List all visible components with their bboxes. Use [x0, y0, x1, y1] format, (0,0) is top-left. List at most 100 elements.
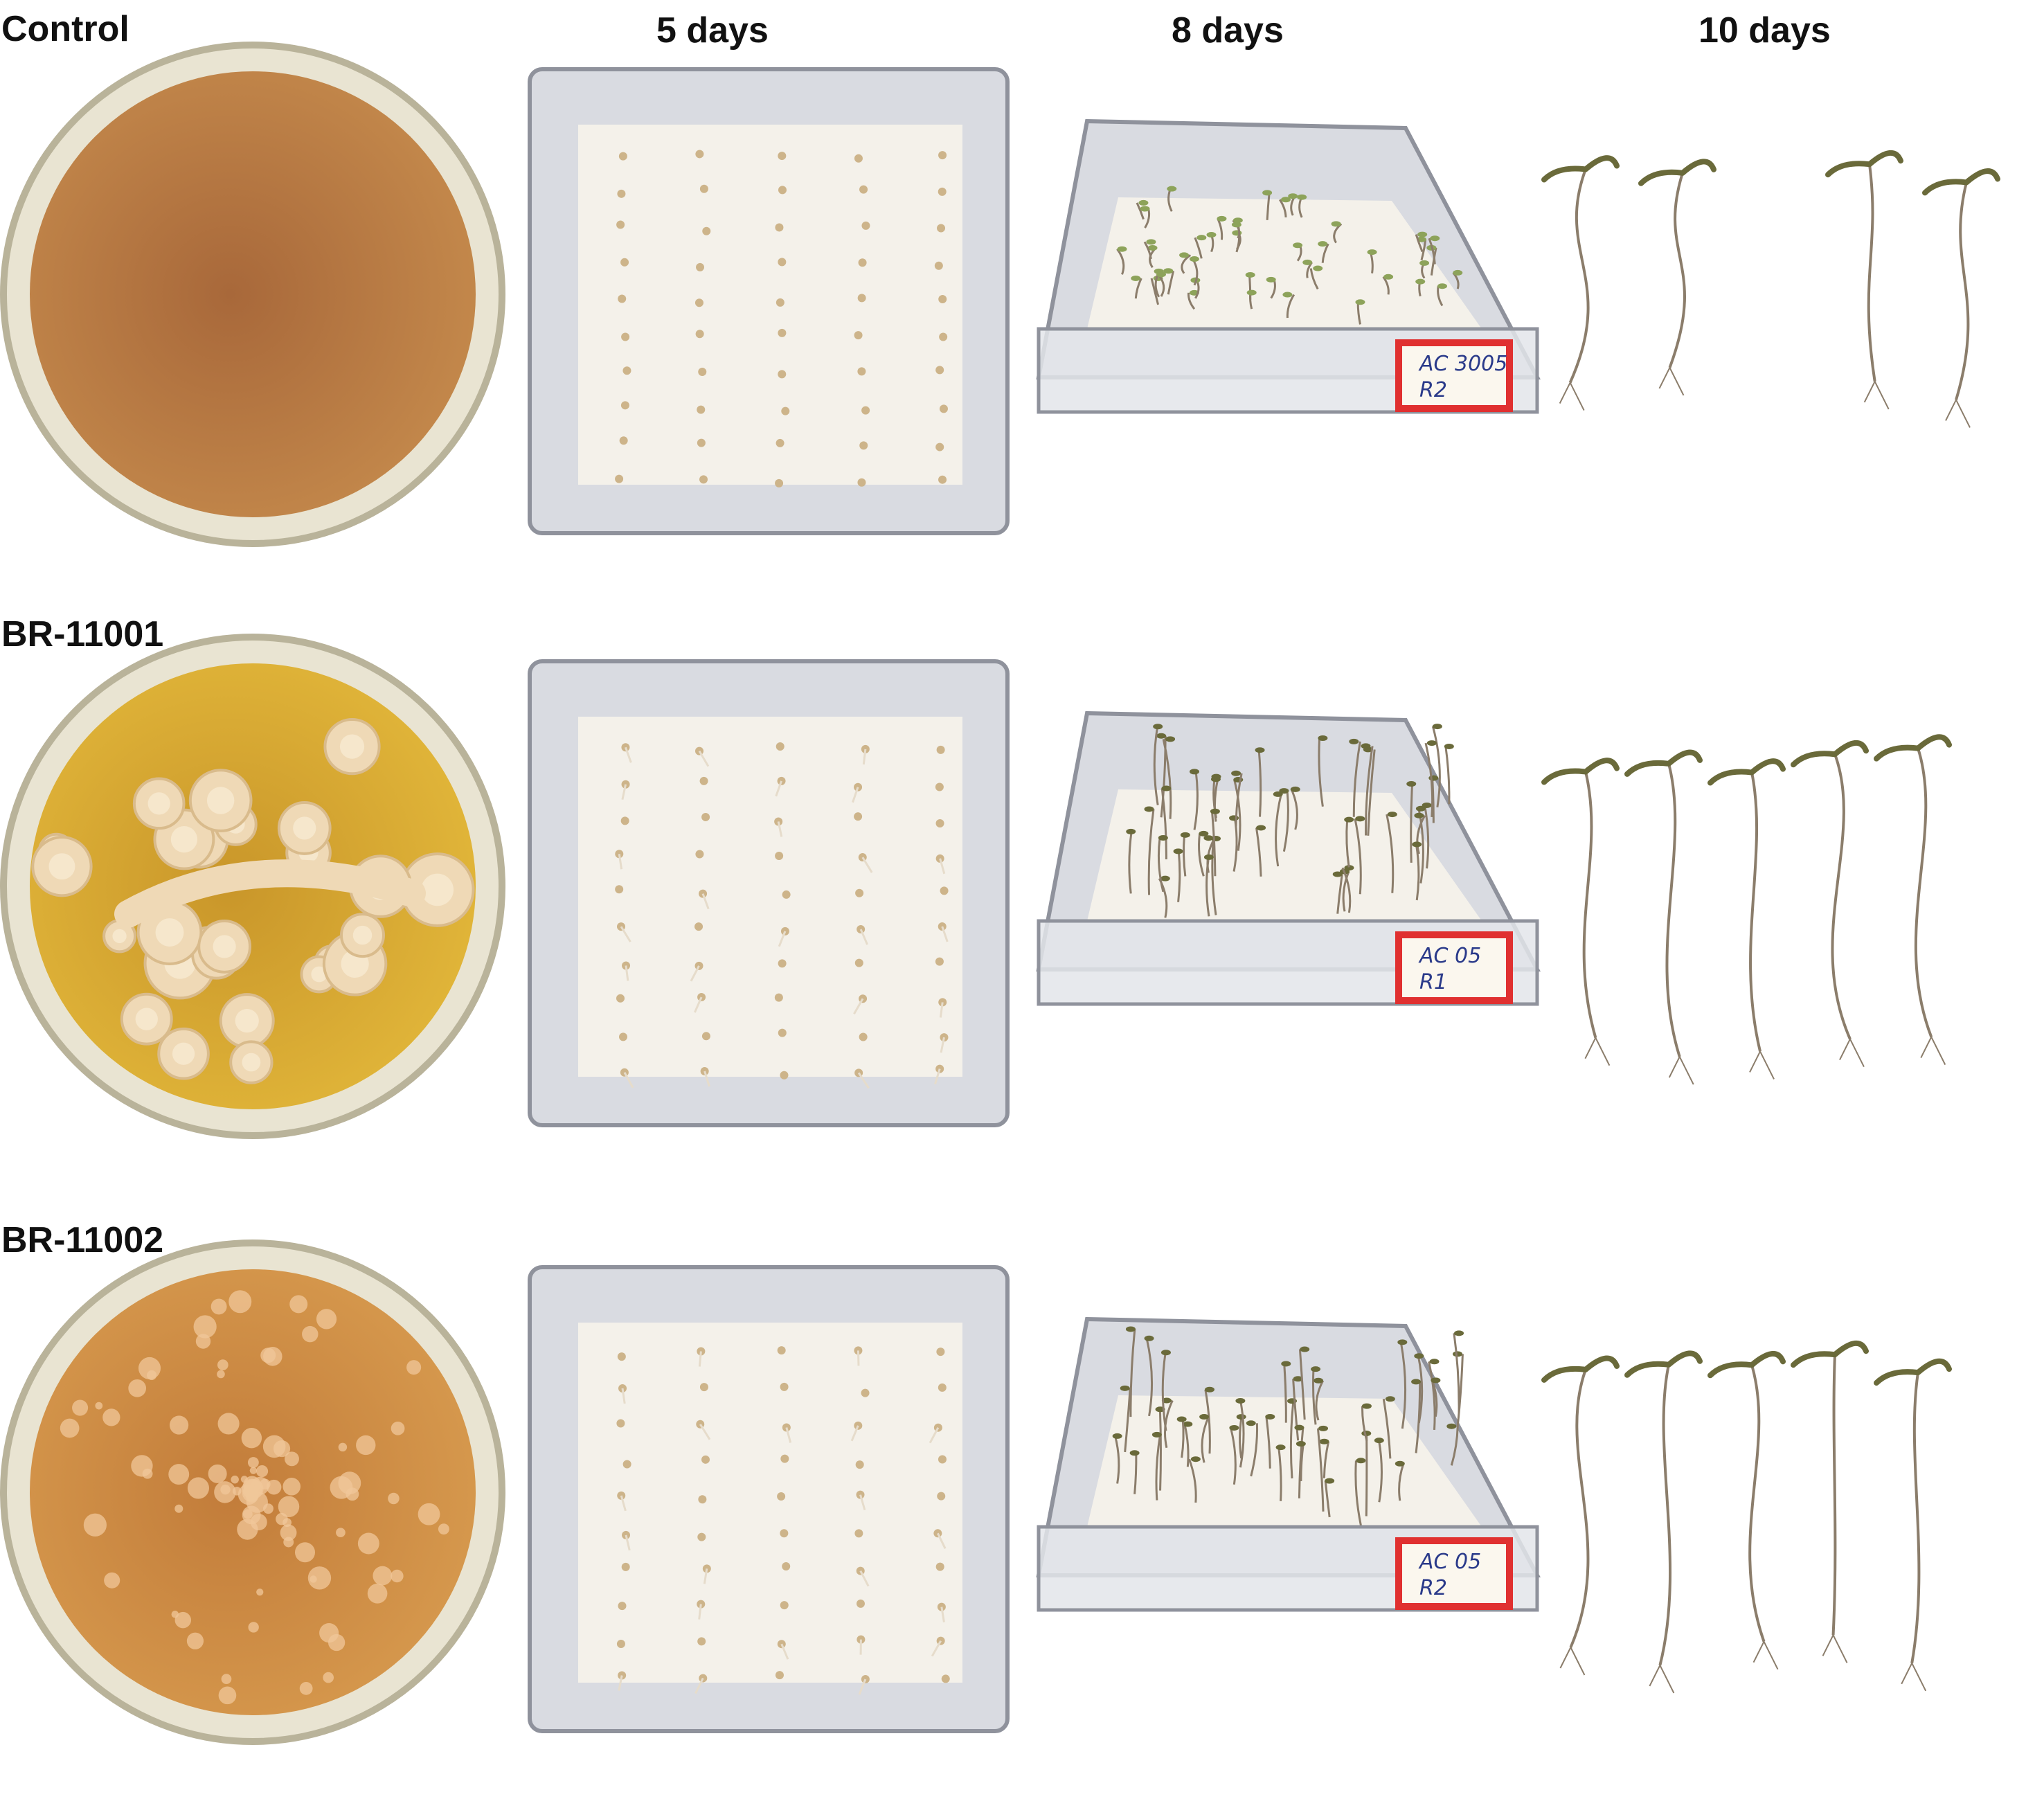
seedling: [1145, 1338, 1154, 1417]
cotyledon: [1452, 1351, 1462, 1357]
seed: [697, 1532, 706, 1541]
cotyledon: [1446, 1423, 1457, 1429]
bacterial-colony: [302, 1325, 319, 1343]
row-label-control: Control: [1, 9, 129, 49]
seedling: [1416, 814, 1426, 854]
seedling-10-days: [1665, 763, 1681, 1057]
seed: [856, 1599, 865, 1608]
bacterial-colony: [228, 1290, 252, 1314]
cotyledon: [1432, 724, 1442, 730]
seed: [777, 1346, 786, 1355]
seedling: [1315, 1380, 1325, 1421]
bacterial-colony: [256, 1588, 264, 1596]
cotyledon: [1430, 235, 1440, 242]
bacterial-colony: [104, 1572, 120, 1588]
cotyledon: [1444, 743, 1454, 749]
seedling: [1114, 1435, 1120, 1484]
cotyledon: [1231, 770, 1241, 776]
tray-label-text: R1: [1419, 970, 1447, 994]
seed: [857, 294, 866, 303]
seedling-cotyledons: [1707, 1351, 1786, 1379]
cotyledon: [1325, 1478, 1335, 1484]
seedling: [1289, 1401, 1295, 1479]
seedling: [1134, 278, 1142, 299]
cotyledon: [1318, 241, 1328, 247]
seedling: [1456, 1354, 1464, 1428]
radicle: [618, 854, 623, 870]
cotyledon: [1246, 289, 1257, 296]
seed: [621, 332, 630, 341]
seed: [697, 405, 706, 414]
bacterial-colony: [278, 1496, 300, 1518]
cotyledon: [1229, 1424, 1239, 1431]
radicle: [859, 929, 868, 945]
radicle: [699, 1423, 711, 1440]
bacterial-colony: [72, 1399, 89, 1416]
cotyledon: [1160, 1350, 1171, 1356]
cotyledon: [1367, 249, 1377, 256]
seed: [698, 367, 707, 376]
seed: [936, 1348, 945, 1357]
cotyledon: [1297, 194, 1307, 200]
cotyledon: [1147, 244, 1158, 251]
seedling-cotyledons: [1791, 1340, 1869, 1368]
radicle: [862, 749, 867, 765]
bacterial-colony-center: [172, 1042, 195, 1065]
cotyledon: [1117, 246, 1127, 252]
seedling-10-days: [1955, 181, 1970, 401]
seed: [776, 742, 785, 751]
seedling: [1415, 1381, 1422, 1453]
cotyledon: [1344, 816, 1354, 823]
cotyledon: [1275, 1444, 1286, 1451]
cotyledon: [1120, 1385, 1130, 1391]
tray-label-text: AC 05: [1418, 1550, 1481, 1574]
seedling-10-days: [1867, 163, 1876, 382]
bacterial-colony: [367, 1583, 388, 1604]
cotyledon: [1319, 1438, 1329, 1444]
cotyledon: [1217, 215, 1227, 222]
cotyledon: [1281, 1361, 1291, 1367]
seed: [778, 328, 787, 337]
seed: [936, 745, 945, 754]
seedling: [1354, 818, 1362, 895]
seedling: [1210, 811, 1217, 877]
seed: [775, 1671, 784, 1680]
germination-paper: [578, 125, 962, 485]
seedling-cotyledons: [1638, 159, 1716, 186]
bacterial-colony: [217, 1413, 240, 1435]
seed: [699, 1383, 708, 1392]
radicle: [940, 1037, 945, 1053]
seedling: [1194, 237, 1203, 259]
seedling: [1311, 1369, 1317, 1425]
bacterial-colony: [142, 1468, 153, 1479]
cotyledon: [1313, 265, 1323, 271]
seed: [775, 223, 784, 232]
bacterial-colony: [187, 1477, 210, 1499]
bacterial-colony: [249, 1467, 258, 1474]
cotyledon: [1311, 1366, 1321, 1372]
cotyledon: [1153, 724, 1163, 730]
seedling-10-days: [1569, 1369, 1590, 1648]
radicle: [934, 1068, 941, 1085]
radicle: [620, 926, 631, 942]
seedling: [1136, 202, 1145, 220]
cotyledon: [1256, 825, 1266, 831]
seed: [776, 298, 785, 307]
bacterial-colony: [248, 1622, 259, 1633]
cotyledon: [1426, 740, 1437, 746]
seedling: [1211, 838, 1217, 915]
tray-label-text: AC 3005: [1418, 352, 1507, 376]
seedling: [1450, 1426, 1459, 1466]
seed: [622, 1460, 631, 1469]
column-header-8-days: 8 days: [1172, 10, 1284, 51]
seed: [935, 442, 944, 451]
seedling: [1177, 851, 1181, 902]
radicle: [625, 1534, 631, 1551]
cotyledon: [1415, 805, 1426, 812]
seedling: [1150, 278, 1160, 305]
cotyledon: [1158, 834, 1168, 841]
seedling-root: [1749, 1050, 1775, 1080]
seedling: [1290, 789, 1298, 830]
